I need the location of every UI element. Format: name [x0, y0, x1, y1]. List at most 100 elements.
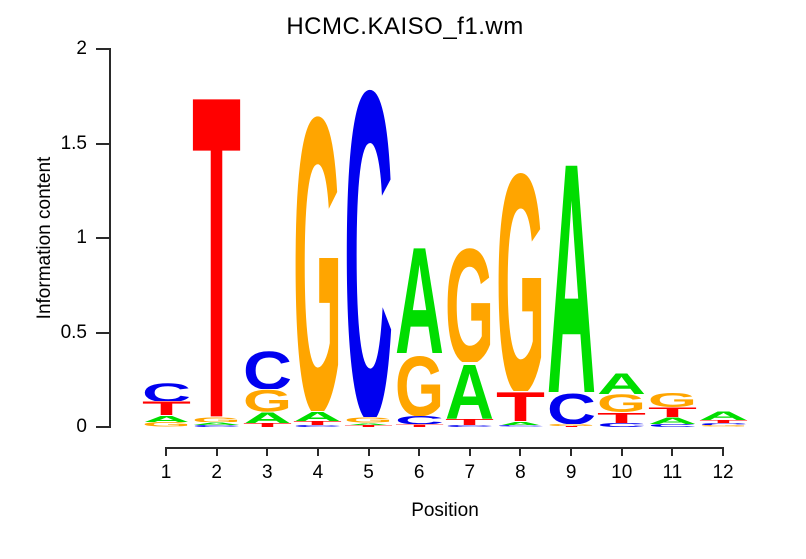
svg-text:G: G — [597, 394, 646, 412]
logo-letter-T-pos-2: T — [192, 80, 241, 416]
x-tick-label: 2 — [211, 462, 222, 483]
x-tick-label: 3 — [261, 462, 273, 483]
svg-text:C: C — [243, 350, 292, 390]
svg-text:G: G — [445, 243, 494, 363]
svg-text:C: C — [597, 423, 646, 427]
logo-letter-C-pos-2: C — [192, 425, 241, 427]
svg-text:G: G — [395, 353, 444, 415]
logo-letter-T-pos-5: T — [344, 425, 393, 427]
svg-text:C: C — [142, 382, 191, 402]
svg-text:T: T — [293, 421, 342, 425]
svg-text:G: G — [648, 392, 697, 407]
logo-letter-T-pos-10: T — [597, 412, 646, 423]
x-tick — [519, 447, 522, 456]
svg-text:C: C — [496, 425, 545, 427]
svg-text:C: C — [699, 423, 748, 425]
logo-letter-A-pos-12: A — [699, 411, 748, 420]
svg-text:A: A — [293, 411, 342, 421]
x-tick — [620, 447, 623, 456]
svg-text:G: G — [293, 103, 342, 411]
x-tick-label: 10 — [611, 462, 633, 483]
svg-text:C: C — [445, 425, 494, 427]
logo-letter-A-pos-1: A — [142, 416, 191, 423]
logo-letter-G-pos-10: G — [597, 394, 646, 412]
logo-letter-C-pos-8: C — [496, 425, 545, 427]
svg-text:A: A — [192, 422, 241, 425]
logo-letter-T-pos-12: T — [699, 420, 748, 423]
logo-letter-G-pos-3: G — [243, 389, 292, 412]
logo-letter-T-pos-8: T — [496, 391, 545, 421]
svg-text:A: A — [597, 372, 646, 394]
logo-letter-C-pos-9: C — [547, 392, 596, 424]
logo-letter-C-pos-10: C — [597, 423, 646, 427]
x-tick — [165, 447, 167, 456]
svg-text:T: T — [496, 391, 545, 421]
y-tick-label: 1 — [76, 227, 87, 248]
logo-letter-G-pos-6: G — [395, 353, 444, 415]
logo-letter-G-pos-7: G — [445, 243, 494, 363]
x-tick — [722, 447, 725, 456]
svg-text:C: C — [395, 416, 444, 425]
svg-text:G: G — [547, 424, 596, 426]
y-tick-label: 2 — [76, 38, 87, 59]
x-tick — [418, 447, 421, 456]
svg-text:G: G — [192, 417, 241, 423]
logo-letter-A-pos-7: A — [445, 362, 494, 419]
y-tick — [96, 426, 111, 428]
x-tick-label: 5 — [363, 462, 374, 483]
logo-letter-G-pos-2: G — [192, 417, 241, 423]
svg-text:T: T — [395, 424, 444, 427]
svg-text:G: G — [142, 422, 191, 427]
svg-text:A: A — [699, 411, 748, 420]
x-tick-label: 9 — [565, 462, 577, 483]
x-tick — [215, 447, 218, 456]
x-tick — [266, 447, 269, 456]
svg-text:G: G — [344, 417, 393, 423]
logo-letter-T-pos-7: T — [445, 419, 494, 425]
svg-text:A: A — [395, 242, 444, 354]
logo-letter-G-pos-1: G — [142, 422, 191, 427]
x-tick-label: 6 — [413, 462, 425, 483]
svg-text:T: T — [648, 407, 697, 417]
svg-text:A: A — [496, 422, 545, 426]
y-tick — [96, 48, 111, 50]
logo-letter-C-pos-11: C — [648, 424, 697, 427]
svg-text:T: T — [699, 420, 748, 423]
logo-letter-C-pos-1: C — [142, 382, 191, 402]
svg-text:C: C — [344, 75, 393, 417]
x-tick-label: 12 — [712, 462, 734, 483]
svg-text:G: G — [496, 163, 545, 392]
logo-letter-A-pos-2: A — [192, 422, 241, 425]
y-tick-label: 1.5 — [60, 132, 87, 154]
logo-letter-T-pos-3: T — [243, 423, 292, 427]
logo-letter-A-pos-10: A — [597, 372, 646, 394]
logo-letter-C-pos-6: C — [395, 416, 444, 425]
logo-letter-T-pos-11: T — [648, 407, 697, 417]
x-tick-label: 11 — [662, 462, 683, 483]
svg-text:T: T — [243, 423, 292, 427]
logo-letter-C-pos-12: C — [699, 423, 748, 425]
svg-text:C: C — [293, 425, 342, 427]
y-tick-label: 0 — [76, 416, 87, 437]
svg-text:A: A — [648, 417, 697, 424]
svg-text:C: C — [192, 425, 241, 427]
svg-text:T: T — [192, 80, 241, 416]
logo-letter-A-pos-5: A — [344, 423, 393, 425]
svg-text:A: A — [547, 152, 596, 392]
y-tick-label: 0.5 — [60, 321, 87, 343]
logo-letter-G-pos-8: G — [496, 163, 545, 392]
logo-letter-T-pos-1: T — [142, 401, 191, 415]
logo-letter-C-pos-3: C — [243, 350, 292, 390]
x-tick — [570, 447, 573, 456]
x-tick — [316, 447, 319, 456]
logo-letter-G-pos-5: G — [344, 417, 393, 423]
logo-letter-G-pos-11: G — [648, 392, 697, 407]
logo-letter-G-pos-9: G — [547, 424, 596, 426]
x-tick-label: 7 — [464, 462, 476, 483]
logo-letter-T-pos-4: T — [293, 421, 342, 425]
logo-letter-A-pos-3: A — [243, 412, 292, 423]
svg-text:T: T — [344, 425, 393, 427]
svg-text:C: C — [547, 392, 596, 424]
svg-text:T: T — [445, 419, 494, 425]
